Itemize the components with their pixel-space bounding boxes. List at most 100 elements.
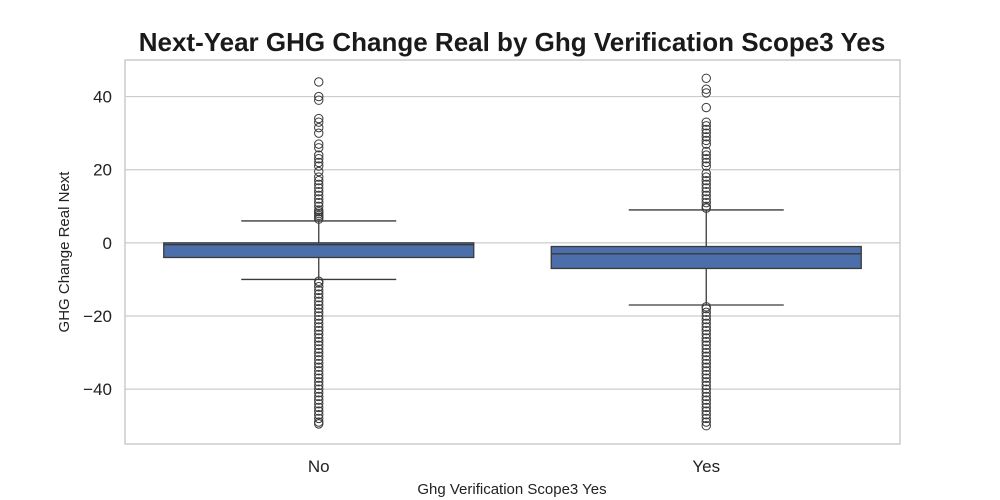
outlier-point — [701, 121, 711, 131]
outlier-point — [701, 303, 711, 314]
outlier-point — [701, 358, 711, 369]
outlier-point — [701, 197, 711, 208]
outlier-point — [314, 307, 324, 318]
outlier-point — [701, 168, 711, 179]
outlier-point — [314, 172, 324, 182]
outlier-point — [314, 347, 324, 358]
iqr-box — [550, 245, 862, 270]
outlier-point — [314, 402, 324, 413]
outlier-point — [314, 113, 324, 124]
outlier-point — [314, 205, 324, 215]
outlier-point — [314, 369, 324, 380]
outlier-point — [701, 117, 711, 127]
outlier-point — [701, 391, 711, 402]
outlier-point — [314, 384, 324, 394]
plot-frame — [124, 59, 901, 445]
outlier-point — [314, 333, 324, 343]
outlier-point — [701, 347, 711, 358]
outlier-point — [701, 333, 711, 343]
outlier-point — [314, 179, 324, 190]
outlier-point — [314, 77, 324, 87]
outlier-point — [701, 73, 711, 83]
y-tick-label: 40 — [93, 88, 112, 107]
outlier-point — [314, 289, 324, 299]
outlier-point — [314, 373, 324, 383]
outlier-point — [314, 197, 324, 208]
outlier-point — [314, 380, 324, 391]
outlier-point — [314, 201, 324, 211]
outlier-point — [314, 293, 324, 303]
outlier-point — [314, 282, 324, 292]
outlier-point — [701, 329, 711, 339]
outlier-point — [314, 391, 324, 402]
box-group-yes — [550, 73, 862, 431]
outlier-point — [701, 340, 711, 350]
outlier-point — [314, 406, 324, 416]
outlier-point — [314, 377, 324, 387]
outlier-point — [701, 157, 711, 168]
outlier-point — [701, 325, 711, 336]
outlier-point — [701, 366, 711, 376]
outlier-point — [314, 157, 324, 168]
outlier-point — [701, 154, 711, 164]
outlier-point — [701, 201, 711, 211]
outlier-point — [701, 135, 711, 146]
y-tick-label: 0 — [103, 234, 112, 253]
outlier-point — [701, 336, 711, 347]
outlier-point — [701, 388, 711, 398]
outlier-point — [314, 194, 324, 204]
y-tick-label: −20 — [83, 307, 112, 326]
outlier-point — [701, 417, 711, 427]
outlier-point — [314, 318, 324, 329]
outlier-point — [314, 314, 324, 325]
outlier-point — [701, 128, 711, 138]
outlier-point — [701, 124, 711, 135]
outlier-point — [314, 311, 324, 321]
outlier-point — [314, 410, 324, 420]
outlier-point — [314, 190, 324, 201]
outlier-point — [701, 146, 711, 157]
outlier-point — [314, 362, 324, 372]
outlier-point — [701, 84, 711, 94]
outlier-point — [314, 296, 324, 307]
outlier-point — [314, 366, 324, 376]
outlier-point — [701, 355, 711, 365]
outlier-point — [701, 102, 711, 113]
outlier-point — [701, 132, 711, 142]
outlier-point — [314, 344, 324, 354]
outlier-point — [314, 122, 324, 133]
outlier-point — [701, 139, 711, 149]
outlier-point — [314, 128, 324, 138]
outlier-point — [314, 154, 324, 164]
outlier-point — [314, 117, 324, 127]
outlier-point — [314, 278, 324, 288]
outlier-point — [701, 150, 711, 160]
outlier-point — [701, 369, 711, 380]
outlier-point — [701, 413, 711, 424]
outlier-point — [314, 139, 324, 149]
outlier-point — [701, 322, 711, 332]
outlier-point — [701, 318, 711, 329]
outlier-point — [701, 380, 711, 391]
outlier-point — [701, 311, 711, 321]
outlier-point — [701, 175, 711, 186]
outlier-point — [701, 421, 711, 431]
y-axis-label: GHG Change Real Next — [56, 171, 73, 333]
outlier-point — [314, 325, 324, 336]
outlier-point — [701, 179, 711, 190]
outlier-point — [701, 402, 711, 413]
outlier-point — [314, 395, 324, 405]
outlier-point — [701, 183, 711, 193]
outlier-point — [701, 377, 711, 387]
box-group-no — [163, 77, 475, 429]
outlier-point — [701, 161, 711, 171]
outlier-point — [314, 150, 324, 160]
x-tick-label: Yes — [692, 457, 720, 476]
outlier-point — [701, 314, 711, 325]
outlier-point — [314, 186, 324, 197]
outlier-point — [314, 419, 324, 429]
x-axis-ticks: No Yes — [308, 457, 720, 476]
outlier-point — [701, 410, 711, 420]
outlier-point — [701, 351, 711, 361]
